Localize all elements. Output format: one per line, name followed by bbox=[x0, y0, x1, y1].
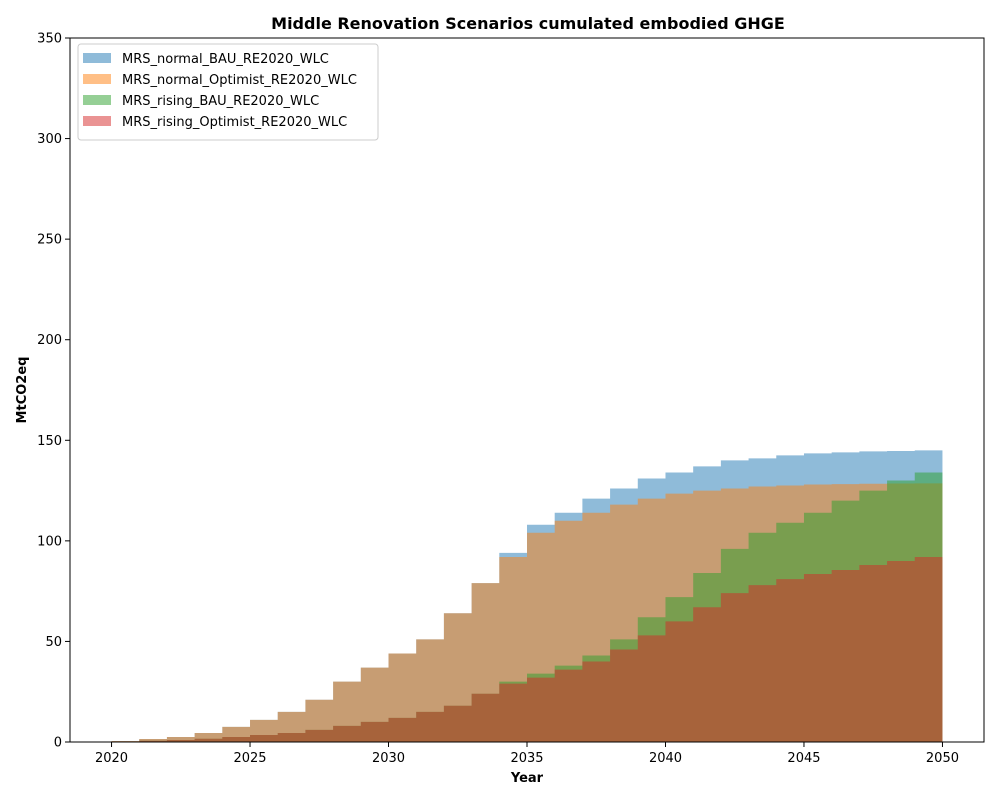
x-tick-label: 2045 bbox=[787, 751, 820, 766]
y-tick-label: 200 bbox=[37, 333, 62, 348]
legend-swatch bbox=[83, 116, 111, 126]
x-axis-label: Year bbox=[510, 771, 544, 786]
x-axis: 2020 2025 2030 2035 2040 2045 2050 bbox=[95, 742, 959, 766]
y-tick-label: 250 bbox=[37, 233, 62, 248]
y-tick-label: 0 bbox=[54, 736, 62, 751]
legend-label: MRS_rising_BAU_RE2020_WLC bbox=[122, 94, 319, 109]
area-series-4 bbox=[111, 554, 943, 742]
legend-box bbox=[77, 43, 379, 141]
legend-swatch bbox=[83, 74, 111, 84]
chart-title: Middle Renovation Scenarios cumulated em… bbox=[271, 14, 785, 33]
x-tick-label: 2030 bbox=[372, 751, 405, 766]
y-tick-label: 50 bbox=[45, 635, 62, 650]
x-tick-label: 2040 bbox=[649, 751, 682, 766]
legend-label: MRS_rising_Optimist_RE2020_WLC bbox=[122, 115, 347, 130]
y-tick-label: 100 bbox=[37, 534, 62, 549]
legend-label: MRS_normal_BAU_RE2020_WLC bbox=[122, 52, 329, 67]
legend: MRS_normal_BAU_RE2020_WLC MRS_normal_Opti… bbox=[77, 43, 379, 141]
legend-swatch bbox=[83, 53, 111, 63]
x-tick-label: 2025 bbox=[233, 751, 266, 766]
x-tick-label: 2035 bbox=[510, 751, 543, 766]
legend-label: MRS_normal_Optimist_RE2020_WLC bbox=[122, 73, 357, 88]
series-areas bbox=[111, 450, 943, 742]
legend-swatch bbox=[83, 95, 111, 105]
y-axis-label: MtCO2eq bbox=[15, 357, 30, 424]
y-tick-label: 300 bbox=[37, 132, 62, 147]
y-axis: 0 50 100 150 200 250 300 350 bbox=[37, 32, 70, 751]
x-tick-label: 2020 bbox=[95, 751, 128, 766]
y-tick-label: 350 bbox=[37, 32, 62, 47]
y-tick-label: 150 bbox=[37, 434, 62, 449]
x-tick-label: 2050 bbox=[926, 751, 959, 766]
